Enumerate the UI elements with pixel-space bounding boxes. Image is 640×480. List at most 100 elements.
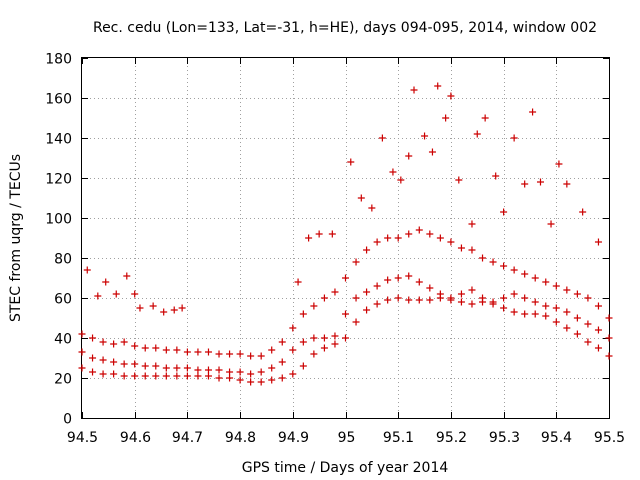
data-point: [173, 346, 181, 354]
data-point: [421, 132, 429, 140]
data-point: [247, 370, 255, 378]
data-point: [447, 238, 455, 246]
data-point: [247, 378, 255, 386]
data-point: [123, 272, 131, 280]
data-point: [389, 168, 397, 176]
data-point: [268, 364, 276, 372]
data-point: [99, 356, 107, 364]
data-point: [500, 262, 508, 270]
data-point: [278, 358, 286, 366]
data-point: [331, 288, 339, 296]
data-point: [141, 344, 149, 352]
series-band-low: [78, 294, 613, 386]
x-tick-label: 95.4: [541, 430, 572, 446]
data-point: [563, 308, 571, 316]
data-point: [94, 292, 102, 300]
data-point: [605, 352, 613, 360]
data-point: [573, 330, 581, 338]
data-point: [521, 180, 529, 188]
data-point: [457, 290, 465, 298]
data-point: [299, 310, 307, 318]
data-point: [215, 350, 223, 358]
data-point: [428, 148, 436, 156]
data-point: [594, 238, 602, 246]
data-point: [194, 366, 202, 374]
data-point: [310, 334, 318, 342]
data-point: [173, 372, 181, 380]
data-point: [605, 334, 613, 342]
data-point: [110, 358, 118, 366]
ticks: 94.5 94.6 94.7 94.8 94.9 95 95.1 95.2 95.3 95.4 95…: [45, 52, 625, 447]
data-point: [204, 366, 212, 374]
data-point: [531, 298, 539, 306]
data-point: [394, 274, 402, 282]
data-point: [89, 334, 97, 342]
data-point: [78, 364, 86, 372]
data-point: [436, 290, 444, 298]
data-point: [320, 334, 328, 342]
y-tick-label: 160: [45, 92, 72, 108]
x-tick-label: 95.5: [594, 430, 625, 446]
data-point: [373, 282, 381, 290]
data-point: [78, 348, 86, 356]
data-point: [183, 372, 191, 380]
data-point: [468, 300, 476, 308]
x-tick-label: 95: [338, 430, 356, 446]
data-point: [563, 286, 571, 294]
data-point: [352, 318, 360, 326]
y-tick-label: 100: [45, 212, 72, 228]
data-point: [363, 246, 371, 254]
x-axis-label: GPS time / Days of year 2014: [242, 460, 449, 476]
data-point: [78, 330, 86, 338]
data-point: [563, 180, 571, 188]
data-point: [394, 234, 402, 242]
data-point: [500, 304, 508, 312]
data-point: [542, 302, 550, 310]
data-point: [489, 258, 497, 266]
y-tick-label: 140: [45, 132, 72, 148]
y-tick-label: 60: [54, 292, 72, 308]
data-point: [573, 290, 581, 298]
data-point: [481, 114, 489, 122]
data-point: [510, 134, 518, 142]
data-point: [384, 276, 392, 284]
data-point: [110, 370, 118, 378]
y-tick-label: 120: [45, 172, 72, 188]
data-point: [547, 220, 555, 228]
data-point: [555, 160, 563, 168]
data-point: [268, 376, 276, 384]
data-point: [331, 332, 339, 340]
x-tick-label: 94.6: [120, 430, 151, 446]
data-point: [552, 318, 560, 326]
y-tick-label: 40: [54, 332, 72, 348]
data-point: [436, 234, 444, 242]
data-point: [447, 92, 455, 100]
x-tick-label: 95.3: [489, 430, 520, 446]
data-point: [594, 344, 602, 352]
data-point: [410, 86, 418, 94]
data-point: [162, 364, 170, 372]
data-point: [521, 310, 529, 318]
data-point: [415, 278, 423, 286]
data-point: [373, 238, 381, 246]
series-outliers: [83, 82, 602, 316]
data-point: [342, 310, 349, 318]
data-point: [194, 372, 202, 380]
data-point: [131, 372, 139, 380]
data-point: [289, 324, 297, 332]
data-point: [226, 374, 234, 382]
data-point: [89, 368, 97, 376]
data-point: [136, 304, 144, 312]
data-point: [215, 366, 223, 374]
data-point: [120, 372, 128, 380]
data-point: [594, 302, 602, 310]
data-point: [236, 350, 244, 358]
data-point: [226, 368, 234, 376]
data-point: [226, 350, 234, 358]
data-point: [110, 340, 118, 348]
data-point: [368, 204, 376, 212]
data-point: [204, 348, 212, 356]
y-tick-label: 0: [63, 412, 72, 428]
data-point: [268, 346, 276, 354]
